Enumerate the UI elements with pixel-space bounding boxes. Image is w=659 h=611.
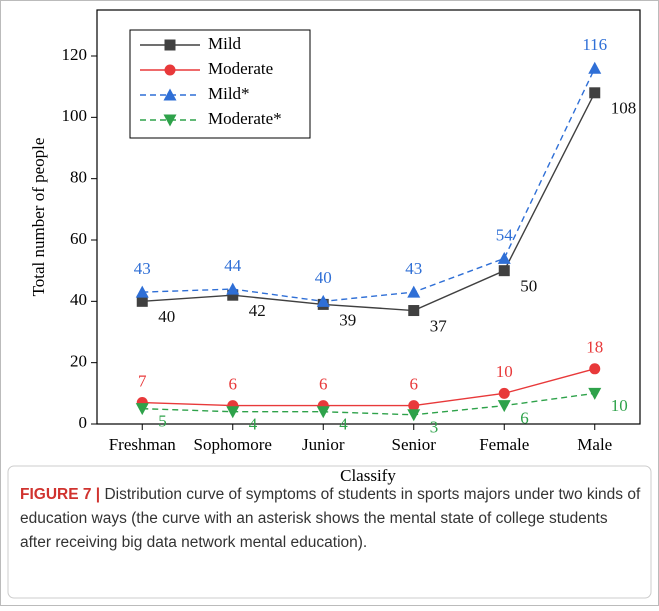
caption-text: Distribution curve of symptoms of studen…	[20, 486, 641, 551]
x-tick-label: Freshman	[109, 435, 177, 454]
data-label: 6	[410, 375, 419, 394]
data-label: 50	[520, 277, 537, 296]
point	[589, 363, 601, 375]
point	[497, 400, 511, 413]
caption: FIGURE 7 | Distribution curve of symptom…	[20, 483, 642, 555]
x-tick-label: Sophomore	[194, 435, 272, 454]
x-axis-title: Classify	[340, 466, 396, 485]
y-tick-label: 20	[70, 352, 87, 371]
y-tick-label: 100	[62, 106, 88, 125]
point	[226, 406, 240, 419]
data-label: 54	[496, 225, 514, 244]
data-label: 43	[134, 259, 151, 278]
point	[136, 295, 148, 307]
data-label: 18	[586, 338, 603, 357]
data-label: 4	[339, 415, 348, 434]
data-label: 40	[315, 268, 332, 287]
data-label: 3	[430, 418, 439, 437]
data-label: 116	[582, 35, 607, 54]
point	[498, 387, 510, 399]
y-axis-title: Total number of people	[29, 138, 48, 297]
data-label: 40	[158, 307, 175, 326]
point	[316, 294, 330, 307]
point	[316, 406, 330, 419]
data-label: 6	[229, 375, 238, 394]
legend-marker	[164, 64, 176, 76]
legend-label: Moderate*	[208, 109, 282, 128]
point	[407, 409, 421, 422]
point	[227, 289, 239, 301]
x-tick-label: Senior	[392, 435, 437, 454]
point	[407, 285, 421, 298]
x-tick-label: Junior	[302, 435, 345, 454]
point	[408, 400, 420, 412]
point	[135, 285, 149, 298]
data-label: 4	[249, 415, 258, 434]
point	[135, 403, 149, 416]
plot-frame	[96, 9, 641, 425]
legend-marker	[164, 39, 176, 51]
y-tick-label: 0	[79, 413, 88, 432]
point	[498, 265, 510, 277]
data-label: 7	[138, 371, 147, 390]
point	[589, 87, 601, 99]
data-label: 10	[496, 362, 513, 381]
series-line	[142, 67, 596, 303]
caption-box	[7, 465, 652, 599]
legend-label: Moderate	[208, 59, 273, 78]
point	[497, 251, 511, 264]
data-label: 44	[224, 256, 242, 275]
y-tick-label: 40	[70, 290, 87, 309]
point	[226, 282, 240, 295]
y-tick-label: 120	[62, 45, 88, 64]
legend-marker	[163, 88, 177, 101]
x-tick-label: Female	[479, 435, 529, 454]
data-label: 39	[339, 310, 356, 329]
legend-box	[129, 29, 311, 139]
y-tick-label: 80	[70, 168, 87, 187]
point	[588, 387, 602, 400]
data-label: 108	[611, 99, 637, 118]
data-label: 10	[611, 396, 628, 415]
data-label: 42	[249, 301, 266, 320]
data-label: 6	[520, 409, 529, 428]
point	[588, 61, 602, 74]
point	[408, 305, 420, 317]
series-line	[142, 368, 595, 407]
legend-label: Mild	[208, 34, 242, 53]
data-label: 43	[405, 259, 422, 278]
series-line	[142, 92, 596, 312]
y-tick-label: 60	[70, 229, 87, 248]
x-tick-label: Male	[577, 435, 612, 454]
series-line	[142, 392, 595, 416]
legend-marker	[163, 114, 177, 127]
data-label: 6	[319, 375, 328, 394]
data-label: 37	[430, 316, 448, 335]
legend-label: Mild*	[208, 84, 250, 103]
caption-label: FIGURE 7 |	[20, 486, 101, 503]
data-label: 5	[158, 412, 167, 431]
